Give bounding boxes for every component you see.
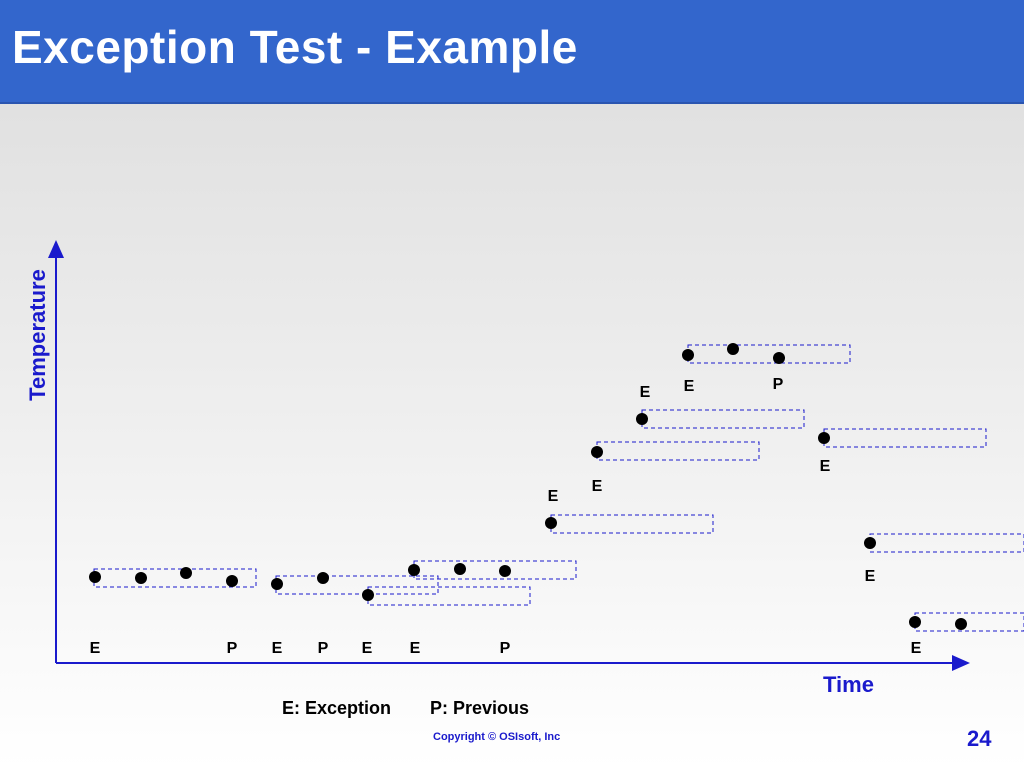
data-point [545, 517, 557, 529]
data-point [89, 571, 101, 583]
data-point [226, 575, 238, 587]
data-point [955, 618, 967, 630]
deviation-box [823, 428, 987, 448]
previous-label: P [773, 376, 784, 393]
exception-label: E [865, 568, 876, 585]
deviation-box [687, 344, 851, 364]
data-point [818, 432, 830, 444]
deviation-boxes [93, 344, 1024, 632]
exception-label: E [911, 640, 922, 657]
exception-label: E [272, 640, 283, 657]
data-point [180, 567, 192, 579]
data-point [362, 589, 374, 601]
exception-label: E [592, 478, 603, 495]
data-point [317, 572, 329, 584]
previous-label: P [318, 640, 329, 657]
data-point [636, 413, 648, 425]
data-point [773, 352, 785, 364]
exception-label: E [820, 458, 831, 475]
data-points [89, 343, 967, 630]
data-point [499, 565, 511, 577]
deviation-box [596, 441, 760, 461]
slide-title: Exception Test - Example [12, 21, 578, 73]
deviation-box [641, 409, 805, 429]
data-point [909, 616, 921, 628]
title-bar: Exception Test - Example [0, 0, 1024, 104]
previous-label: P [227, 640, 238, 657]
exception-label: E [410, 640, 421, 657]
data-point [408, 564, 420, 576]
x-axis-label: Time [823, 672, 874, 697]
deviation-box [869, 533, 1024, 553]
data-point [727, 343, 739, 355]
data-point [135, 572, 147, 584]
data-point [271, 578, 283, 590]
previous-label: P [500, 640, 511, 657]
legend-previous: P: Previous [430, 698, 530, 718]
deviation-box [914, 612, 1024, 632]
point-labels: E P E P E E P E E E E E P E E [90, 376, 922, 657]
data-point [454, 563, 466, 575]
deviation-box [550, 514, 714, 534]
legend-exception: E: Exception [282, 698, 392, 718]
exception-label: E [684, 378, 695, 395]
data-point [591, 446, 603, 458]
page-number: 24 [967, 726, 992, 751]
exception-label: E [90, 640, 101, 657]
data-point [864, 537, 876, 549]
exception-label: E [640, 384, 651, 401]
deviation-box [275, 575, 439, 595]
exception-label: E [362, 640, 373, 657]
deviation-box [367, 586, 531, 606]
y-axis-label: Temperature [25, 269, 50, 401]
copyright-text: Copyright © OSIsoft, Inc [433, 731, 561, 743]
data-point [682, 349, 694, 361]
exception-label: E [548, 488, 559, 505]
